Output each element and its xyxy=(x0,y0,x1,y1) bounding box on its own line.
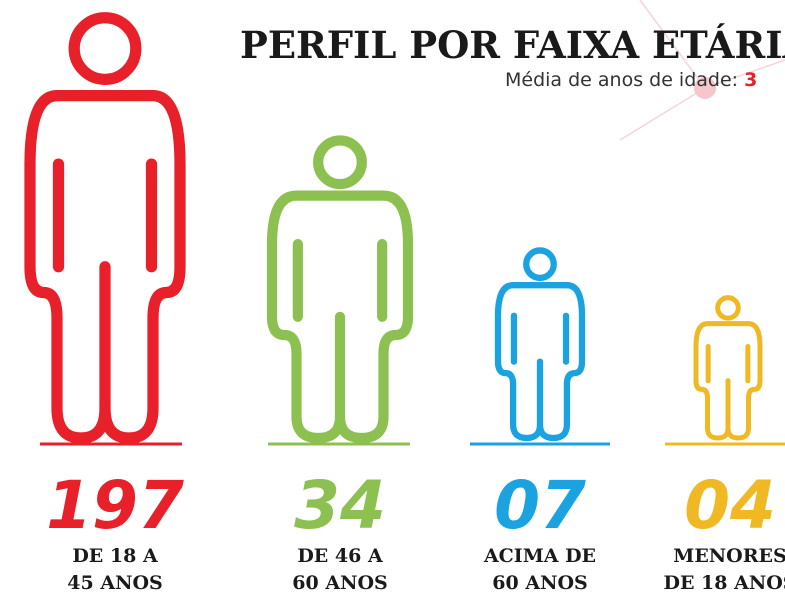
group-label: 60 ANOS xyxy=(492,572,587,594)
group-label: MENORES xyxy=(673,545,785,567)
group-label: DE 46 A xyxy=(297,545,383,567)
group-number: 04 xyxy=(684,467,776,544)
person-head xyxy=(68,12,142,85)
subtitle-text: Média de anos de idade: xyxy=(505,69,738,91)
group-number: 07 xyxy=(494,467,586,544)
group-number: 197 xyxy=(46,467,184,544)
person-icon xyxy=(266,135,414,444)
decoration xyxy=(619,0,785,141)
title: PERFIL POR FAIXA ETÁRIA xyxy=(240,23,785,67)
person-head xyxy=(523,247,557,282)
group-label: DE 18 ANOS xyxy=(663,572,785,594)
person-head xyxy=(313,135,367,190)
person-icon xyxy=(693,295,763,441)
group-label: ACIMA DE xyxy=(483,545,596,567)
person-head xyxy=(715,295,741,321)
group-label: 45 ANOS xyxy=(67,572,162,594)
subtitle: Média de anos de idade: 3 xyxy=(505,69,757,91)
decoration-dot xyxy=(694,77,716,99)
group-label: DE 18 A xyxy=(72,545,158,567)
group-label: 60 ANOS xyxy=(292,572,387,594)
group-number: 34 xyxy=(294,467,386,544)
person-icon xyxy=(494,247,586,442)
person-icon xyxy=(24,12,186,444)
subtitle-value: 3 xyxy=(744,69,757,91)
